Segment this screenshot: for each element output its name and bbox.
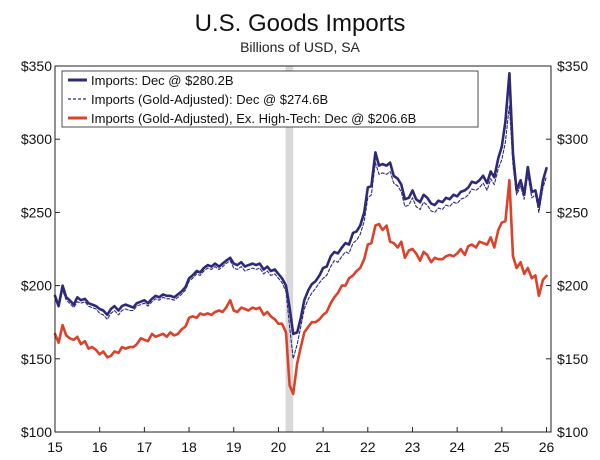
- legend-label-imports: Imports: Dec @ $280.2B: [91, 73, 234, 88]
- chart-subtitle: Billions of USD, SA: [240, 39, 360, 55]
- y-tick-label-left: $350: [21, 58, 52, 74]
- x-tick-label: 21: [315, 439, 331, 455]
- legend-label-ex-high-tech: Imports (Gold-Adjusted), Ex. High-Tech: …: [91, 111, 416, 126]
- x-tick-label: 17: [137, 439, 153, 455]
- x-tick-label: 18: [181, 439, 197, 455]
- x-tick-label: 23: [405, 439, 421, 455]
- x-tick-label: 15: [47, 439, 63, 455]
- y-tick-label-left: $100: [21, 424, 52, 440]
- y-tick-label-right: $150: [557, 351, 588, 367]
- axis-ticks: $100 $100 $150 $150 $200 $200 $250 $250 $300 $300…: [21, 58, 589, 455]
- series-line-ex-high-tech: [53, 178, 548, 396]
- x-tick-label: 22: [360, 439, 376, 455]
- x-tick-label: 24: [449, 439, 465, 455]
- recession-band: [285, 66, 294, 432]
- legend-label-gold-adjusted: Imports (Gold-Adjusted): Dec @ $274.6B: [91, 92, 328, 107]
- x-tick-label: 20: [271, 439, 287, 455]
- y-tick-label-left: $150: [21, 351, 52, 367]
- y-tick-label-left: $200: [21, 278, 52, 294]
- y-tick-label-right: $300: [557, 131, 588, 147]
- legend: Imports: Dec @ $280.2B Imports (Gold-Adj…: [61, 70, 479, 128]
- x-tick-label: 19: [226, 439, 242, 455]
- y-tick-label-right: $100: [557, 424, 588, 440]
- series-line-imports: [53, 72, 548, 336]
- plot-frame: [54, 65, 552, 433]
- legend-box: [61, 70, 479, 128]
- chart-title: U.S. Goods Imports: [195, 10, 406, 37]
- x-tick-label: 16: [92, 439, 108, 455]
- y-tick-label-right: $350: [557, 58, 588, 74]
- y-tick-label-right: $250: [557, 204, 588, 220]
- series-line-gold-adjusted: [54, 104, 548, 360]
- x-tick-label: 25: [494, 439, 510, 455]
- y-tick-label-left: $250: [21, 204, 52, 220]
- y-tick-label-left: $300: [21, 131, 52, 147]
- x-tick-label: 26: [539, 439, 555, 455]
- y-tick-label-right: $200: [557, 278, 588, 294]
- recession-band-layer: [285, 66, 294, 432]
- series-lines: [53, 72, 548, 396]
